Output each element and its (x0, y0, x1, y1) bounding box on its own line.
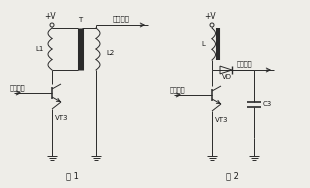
Text: 振荡输入: 振荡输入 (10, 84, 25, 91)
Text: C3: C3 (263, 101, 272, 107)
Text: L1: L1 (36, 46, 44, 52)
Text: 图 1: 图 1 (65, 171, 78, 180)
Text: VT3: VT3 (215, 117, 228, 123)
Text: T: T (78, 17, 82, 23)
Text: VD: VD (222, 74, 232, 80)
Text: 振荡输入: 振荡输入 (170, 86, 185, 93)
Text: L: L (201, 41, 205, 47)
Text: 升压输出: 升压输出 (113, 15, 130, 22)
Text: VT3: VT3 (55, 115, 69, 121)
Text: 图 2: 图 2 (226, 171, 238, 180)
Text: 升压输出: 升压输出 (237, 60, 253, 67)
Text: +V: +V (44, 12, 56, 21)
Text: +V: +V (204, 12, 216, 21)
Text: L2: L2 (106, 50, 114, 56)
